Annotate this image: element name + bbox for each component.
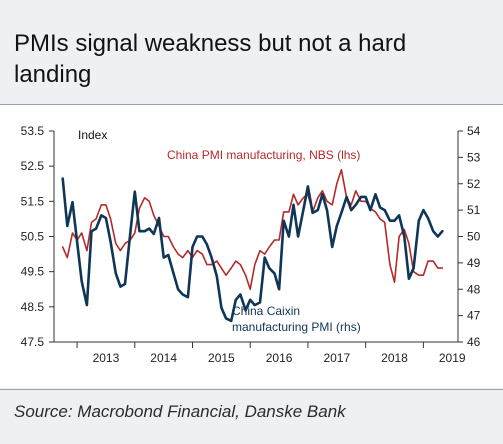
x-tick-label: 2017 xyxy=(323,351,350,365)
x-tick-label: 2018 xyxy=(381,351,408,365)
series-lines xyxy=(61,168,444,323)
x-tick-label: 2015 xyxy=(208,351,235,365)
nbs-series-line xyxy=(61,168,444,291)
source-band: Source: Macrobond Financial, Danske Bank xyxy=(0,389,503,444)
right-tick-label: 52 xyxy=(467,177,481,191)
x-tick-label: 2019 xyxy=(439,351,466,365)
nbs-series-annotation: China PMI manufacturing, NBS (lhs) xyxy=(167,148,360,162)
left-tick-label: 50.5 xyxy=(21,230,45,244)
caixin-series-line xyxy=(61,177,444,323)
axes: 53.5 52.5 51.5 50.5 49.5 48.5 47.5 54 53 52 51 50 49… xyxy=(21,124,481,365)
plot-area: 53.5 52.5 51.5 50.5 49.5 48.5 47.5 54 53 52 51 50 49… xyxy=(0,105,503,388)
x-tick-label: 2014 xyxy=(150,351,177,365)
x-tick-label: 2013 xyxy=(93,351,120,365)
pmi-line-chart: 53.5 52.5 51.5 50.5 49.5 48.5 47.5 54 53 52 51 50 49… xyxy=(21,124,481,365)
left-tick-label: 48.5 xyxy=(21,300,45,314)
chart-labels: Index China PMI manufacturing, NBS (lhs) C… xyxy=(78,128,361,334)
chart-title: PMIs signal weakness but not a hard land… xyxy=(14,30,407,88)
right-tick-label: 50 xyxy=(467,230,481,244)
right-tick-label: 54 xyxy=(467,124,481,138)
title-band: PMIs signal weakness but not a hard land… xyxy=(0,0,503,105)
right-tick-label: 49 xyxy=(467,256,481,270)
right-tick-label: 46 xyxy=(467,335,481,349)
right-tick-label: 51 xyxy=(467,203,481,217)
caixin-series-annotation-line: manufacturing PMI (rhs) xyxy=(232,320,361,334)
right-tick-label: 48 xyxy=(467,282,481,296)
source-note: Source: Macrobond Financial, Danske Bank xyxy=(14,402,346,421)
caixin-series-annotation-line: China Caixin xyxy=(232,304,300,318)
right-tick-label: 53 xyxy=(467,150,481,164)
left-tick-label: 52.5 xyxy=(21,159,45,173)
left-tick-label: 53.5 xyxy=(21,124,45,138)
right-tick-label: 47 xyxy=(467,309,481,323)
left-tick-label: 51.5 xyxy=(21,194,45,208)
x-tick-label: 2016 xyxy=(266,351,293,365)
index-label: Index xyxy=(78,128,107,142)
left-tick-label: 49.5 xyxy=(21,265,45,279)
left-tick-label: 47.5 xyxy=(21,335,45,349)
